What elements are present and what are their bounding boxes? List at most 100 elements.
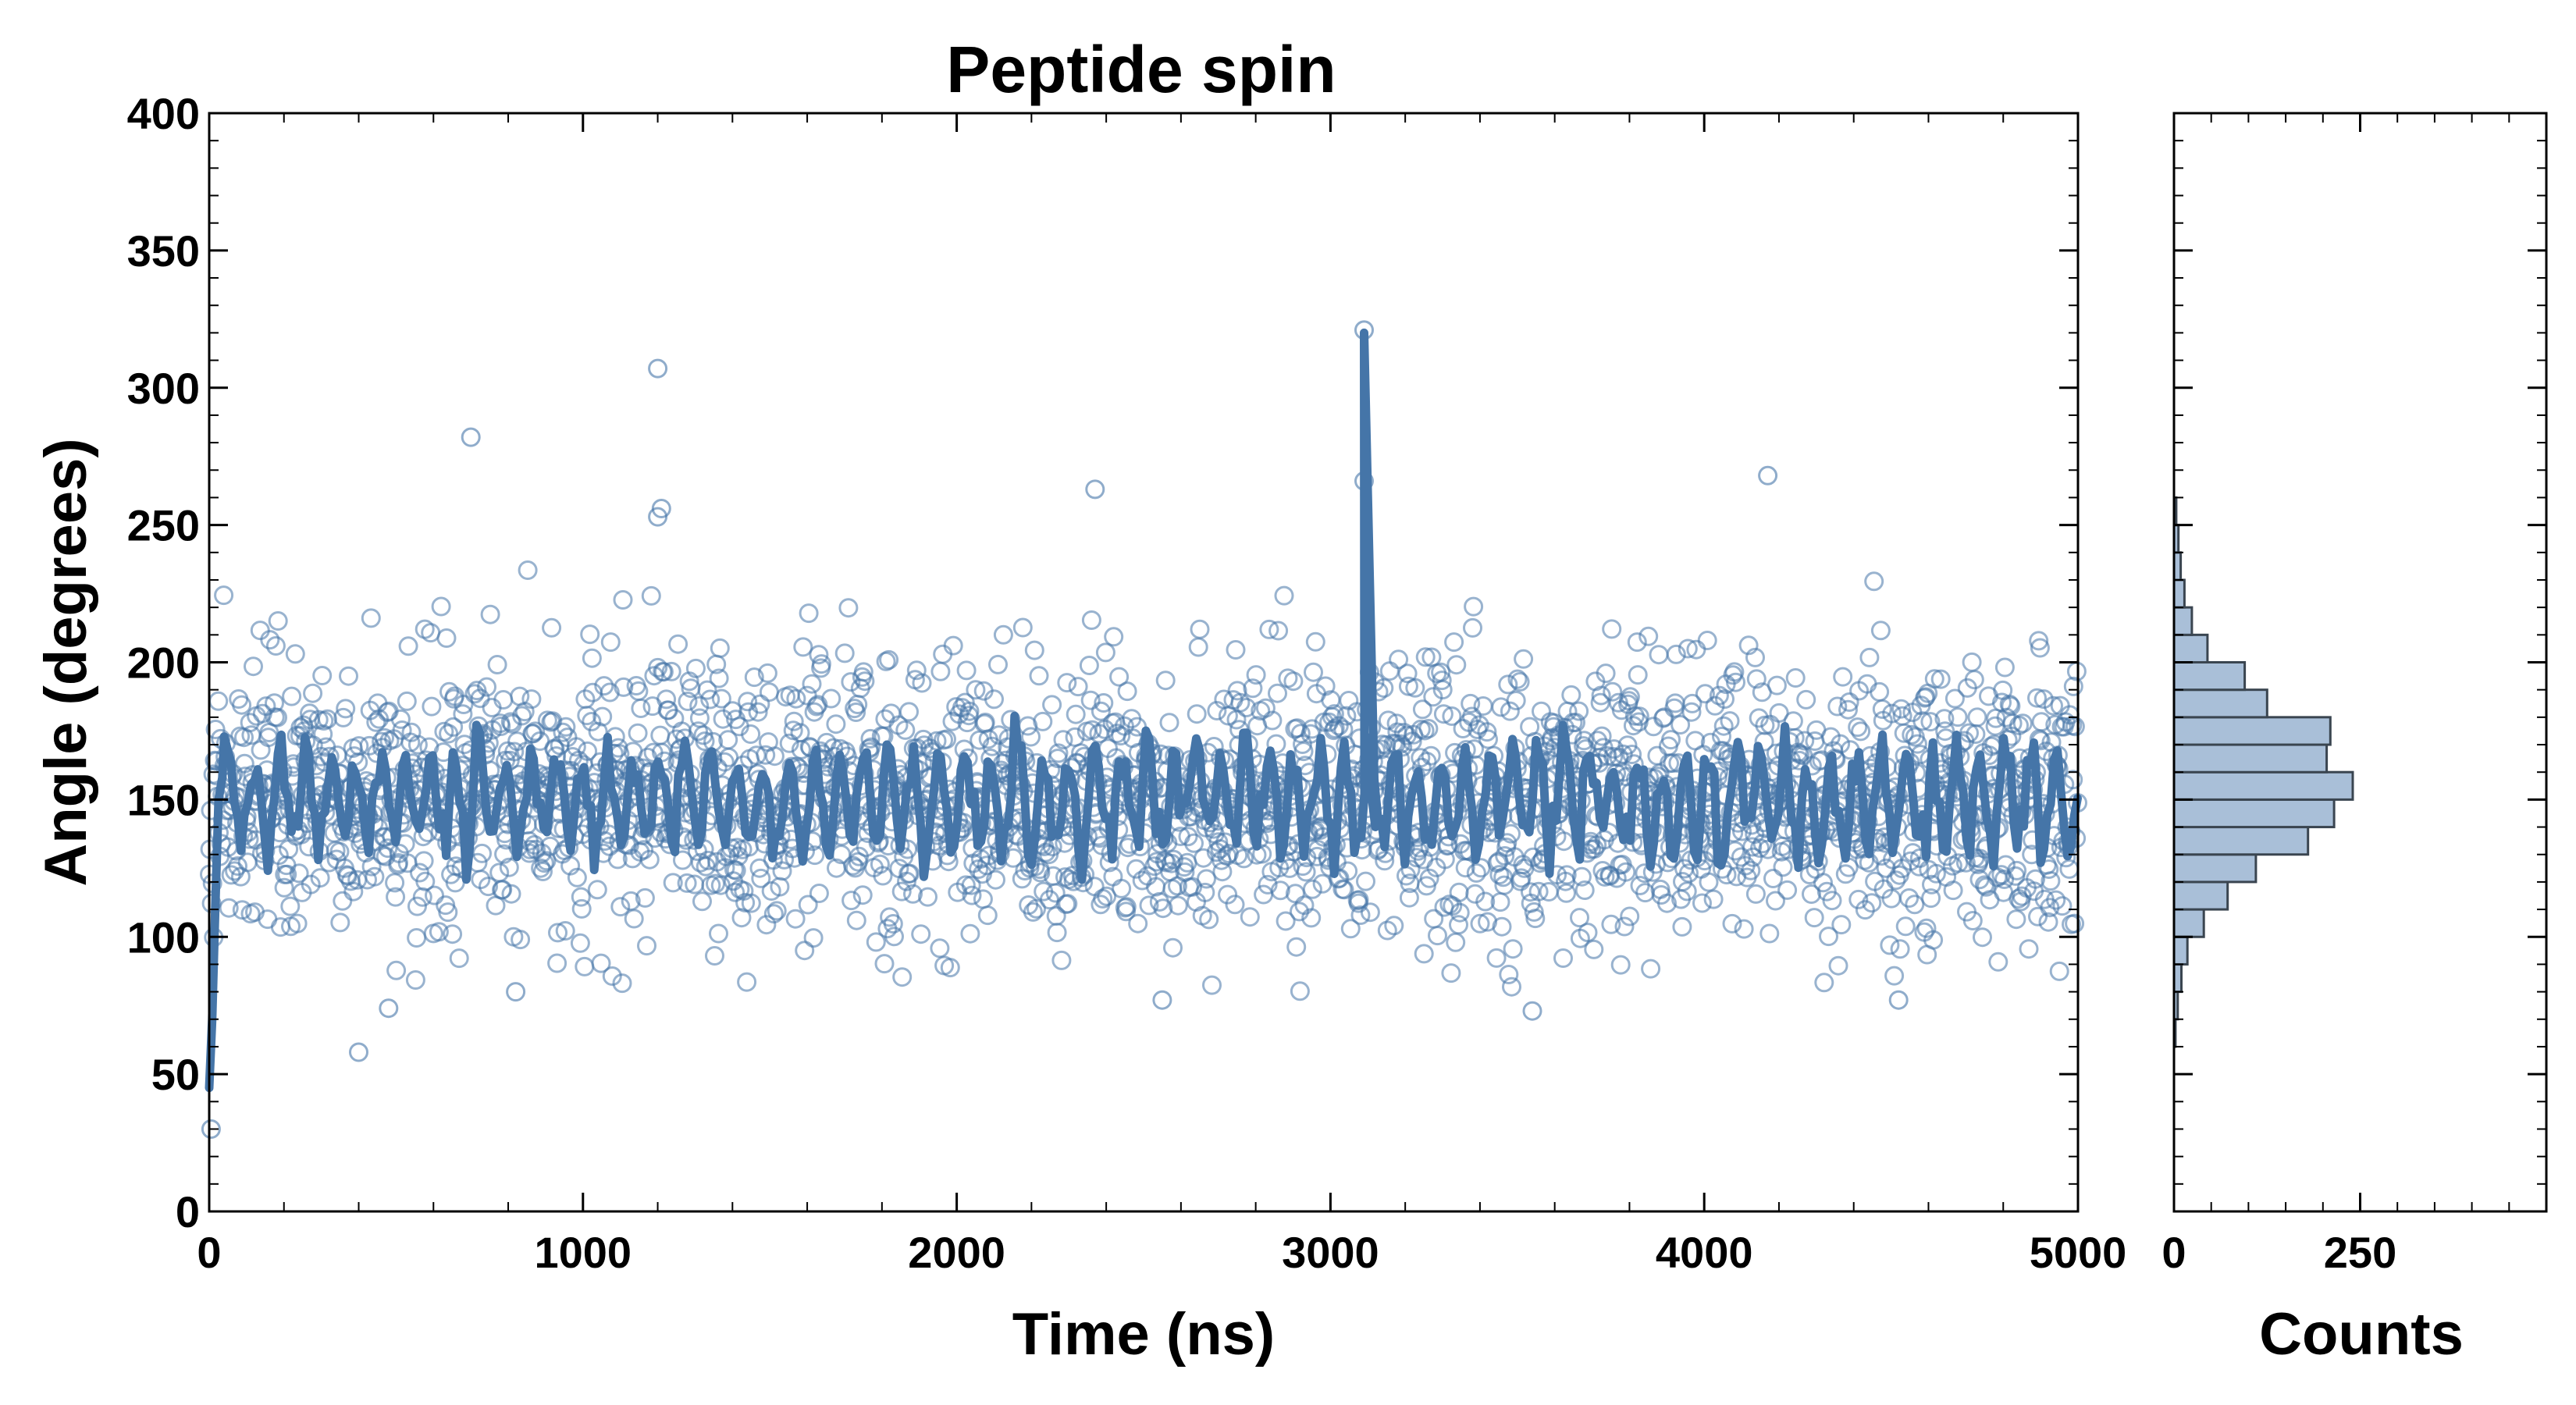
scatter-point xyxy=(1423,687,1443,707)
scatter-point xyxy=(1168,895,1188,916)
scatter-point xyxy=(289,863,309,884)
scatter-point xyxy=(613,590,633,610)
chart-title: Peptide spin xyxy=(946,33,1336,106)
scatter-point xyxy=(1340,919,1361,939)
histogram-bar xyxy=(2172,826,2310,856)
scatter-point xyxy=(977,855,997,876)
scatter-point xyxy=(685,658,706,678)
scatter-point xyxy=(2031,712,2051,732)
outlier-point xyxy=(1522,1001,1542,1021)
scatter-point xyxy=(841,672,861,692)
scatter-point xyxy=(1435,849,1455,870)
scatter-point xyxy=(1290,981,1310,1001)
scatter-point xyxy=(1571,866,1592,887)
scatter-point xyxy=(1226,640,1246,660)
scatter-point xyxy=(2046,890,2066,910)
scatter-point xyxy=(2063,676,2083,696)
running-average-line xyxy=(205,328,2082,1093)
scatter-point xyxy=(1262,710,1283,731)
scatter-point xyxy=(1502,976,1521,997)
scatter-point xyxy=(663,873,683,893)
scatter-point xyxy=(2038,912,2058,932)
scatter-point xyxy=(779,733,799,753)
scatter-point xyxy=(1178,827,1198,847)
scatter-point xyxy=(310,868,330,888)
scatter-point xyxy=(521,689,542,710)
scatter-point xyxy=(962,885,982,905)
scatter-point xyxy=(1315,676,1336,696)
scatter-point xyxy=(336,699,356,719)
histogram-ticks: 0 250 xyxy=(2161,112,2546,1277)
scatter-point xyxy=(1922,874,1941,895)
scatter-point xyxy=(547,953,568,973)
scatter-point xyxy=(1026,898,1046,919)
scatter-point xyxy=(512,706,532,726)
scatter-point xyxy=(366,712,386,732)
outlier-point xyxy=(349,1042,368,1062)
outlier-point xyxy=(461,427,481,447)
scatter-point xyxy=(312,666,333,685)
scatter-point xyxy=(493,880,513,900)
scatter-point xyxy=(386,960,407,980)
scatter-point xyxy=(390,709,411,729)
scatter-point xyxy=(1293,742,1314,762)
scatter-point xyxy=(1890,939,1910,959)
scatter-point xyxy=(1666,644,1686,664)
scatter-point xyxy=(1745,647,1765,667)
scatter-point xyxy=(548,923,568,943)
scatter-point xyxy=(960,923,980,944)
histogram-bar xyxy=(2172,935,2189,966)
scatter-point xyxy=(846,910,866,930)
scatter-point xyxy=(726,860,746,880)
y-tick-label: 100 xyxy=(127,912,200,962)
scatter-point xyxy=(425,885,444,905)
scatter-point xyxy=(1442,706,1462,726)
scatter-point xyxy=(500,712,521,732)
scatter-point xyxy=(1561,685,1582,705)
scatter-point xyxy=(798,895,818,915)
scatter-point xyxy=(1021,727,1041,747)
scatter-point xyxy=(785,909,806,929)
scatter-point xyxy=(480,604,500,624)
scatter-point xyxy=(1045,883,1066,903)
scatter-point xyxy=(1882,703,1902,724)
scatter-point xyxy=(809,884,829,903)
scatter-point xyxy=(580,624,600,645)
scatter-point xyxy=(533,862,553,881)
main-ticks: 0 1000 2000 3000 4000 5000 0 50 100 150 200 250 300 3… xyxy=(127,89,2127,1277)
histogram-axes-frame xyxy=(2172,112,2548,1213)
scatter-point xyxy=(2026,869,2046,889)
scatter-point xyxy=(1959,723,1979,743)
scatter-point xyxy=(591,953,611,973)
scatter-point xyxy=(678,692,698,711)
scatter-point xyxy=(1746,669,1767,689)
scatter-point xyxy=(1412,699,1432,720)
scatter-point xyxy=(1907,734,1927,754)
scatter-point xyxy=(1574,880,1595,900)
scatter-point xyxy=(1356,871,1375,891)
scatter-point xyxy=(534,853,554,873)
scatter-point xyxy=(1777,880,1798,900)
scatter-point xyxy=(2007,860,2027,880)
scatter-point xyxy=(1029,666,1049,686)
scatter-point xyxy=(955,875,976,895)
scatter-point xyxy=(1976,877,1996,897)
scatter-point xyxy=(1449,915,1468,935)
scatter-point xyxy=(389,853,408,873)
scatter-point xyxy=(1258,874,1278,895)
scatter-point xyxy=(1670,715,1691,735)
scatter-point xyxy=(986,870,1005,890)
scatter-point xyxy=(1503,939,1523,959)
scatter-point xyxy=(906,660,927,681)
scatter-point xyxy=(1051,950,1072,970)
scatter-point xyxy=(1726,672,1745,692)
scatter-point xyxy=(1349,890,1369,910)
scatter-point xyxy=(984,689,1004,710)
scatter-point xyxy=(499,857,519,877)
outlier-point xyxy=(648,507,668,527)
scatter-point xyxy=(1097,886,1117,906)
scatter-point xyxy=(1301,908,1322,928)
scatter-point xyxy=(1584,939,1604,959)
scatter-point xyxy=(1766,891,1785,911)
